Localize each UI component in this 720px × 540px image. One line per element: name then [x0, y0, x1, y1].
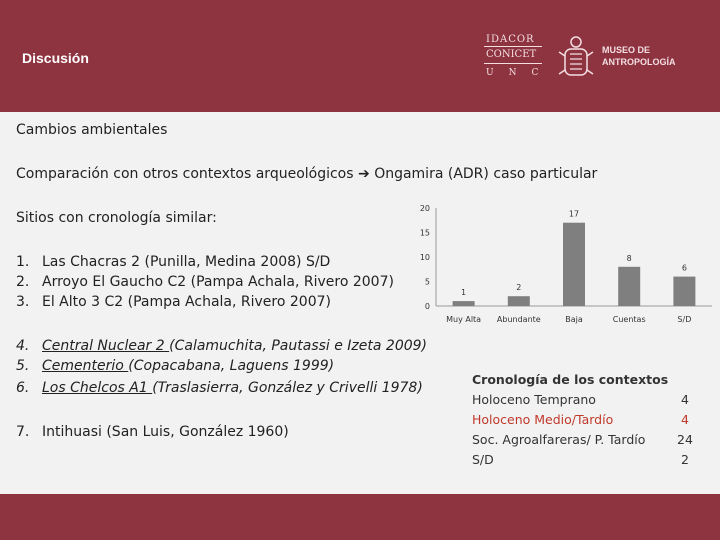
period-count: 4: [681, 412, 689, 427]
list-item-text: (Traslasierra, González y Crivelli 1978): [152, 380, 423, 396]
period-count: 4: [681, 392, 689, 407]
list-item: 2. Arroyo El Gaucho C2 (Pampa Achala, Riv…: [16, 274, 394, 290]
list-item: 7. Intihuasi (San Luis, González 1960): [16, 424, 289, 440]
table-row: Soc. Agroalfareras/ P. Tardío 24: [472, 432, 712, 452]
list-item: 3. El Alto 3 C2 (Pampa Achala, Rivero 200…: [16, 294, 331, 310]
list-item-number: 3.: [16, 294, 30, 310]
slide-content: [0, 112, 720, 494]
period-label: Holoceno Medio/Tardío: [472, 412, 614, 427]
x-tick-label: Baja: [565, 315, 583, 324]
data-label: 6: [682, 264, 687, 273]
bar-chart: 0 5 10 15 20 1 Muy Alta 2 Abundante 17 Baja 8 Cuenta…: [420, 204, 712, 324]
y-tick-label: 15: [420, 229, 430, 238]
idacor-logo-line3: UNC: [486, 68, 554, 78]
period-count: 24: [677, 432, 693, 447]
y-tick-label: 5: [425, 278, 430, 287]
cronologia-title: Cronología de los contextos: [472, 372, 712, 392]
bar: [452, 301, 475, 306]
museum-emblem-icon: [558, 36, 594, 76]
bar: [673, 276, 696, 306]
data-label: 2: [516, 283, 521, 292]
header-bar: Discusión IDACOR CONICET UNC MUSEO DE AN…: [0, 0, 720, 112]
y-tick-label: 0: [425, 302, 430, 311]
list-item-text: Arroyo El Gaucho C2 (Pampa Achala, River…: [42, 274, 394, 290]
list-item: 4. Central Nuclear 2 (Calamuchita, Pautas…: [16, 338, 427, 354]
list-item-text: Las Chacras 2 (Punilla, Medina 2008) S/D: [42, 254, 331, 270]
arrow-right-icon: ➔: [358, 166, 370, 182]
period-label: Soc. Agroalfareras/ P. Tardío: [472, 432, 646, 447]
museo-logo-line1: MUSEO DE: [602, 45, 651, 55]
site-name: Cementerio: [42, 358, 129, 374]
period-count: 2: [681, 452, 689, 467]
list-item-number: 1.: [16, 254, 30, 270]
sitios-label: Sitios con cronología similar:: [16, 210, 217, 226]
idacor-logo-line2: CONICET: [486, 49, 537, 60]
museo-logo-text: MUSEO DE ANTROPOLOGÍA: [602, 44, 676, 68]
data-label: 17: [569, 210, 579, 219]
list-item-text: Intihuasi (San Luis, González 1960): [42, 424, 289, 440]
heading-cambios: Cambios ambientales: [16, 122, 168, 138]
table-row: Holoceno Temprano 4: [472, 392, 712, 412]
list-item-text: (Copacabana, Laguens 1999): [128, 358, 335, 374]
list-item-number: 7.: [16, 424, 30, 440]
list-item-number: 4.: [16, 338, 30, 354]
cronologia-title-text: Cronología de los contextos: [472, 372, 669, 387]
x-tick-label: Muy Alta: [446, 315, 481, 324]
heading-comparacion-b: Ongamira (ADR) caso particular: [374, 166, 598, 182]
bar: [618, 266, 641, 306]
list-item: 5. Cementerio (Copacabana, Laguens 1999): [16, 358, 334, 374]
bar: [563, 222, 585, 306]
museo-logo-line2: ANTROPOLOGÍA: [602, 57, 676, 67]
y-tick-label: 10: [420, 253, 430, 262]
x-tick-label: Abundante: [497, 315, 541, 324]
idacor-logo-line1: IDACOR: [486, 34, 535, 45]
slide-title: Discusión: [22, 50, 89, 66]
list-item: 6. Los Chelcos A1 (Traslasierra, González…: [16, 380, 423, 396]
logo-divider: [484, 63, 542, 64]
list-item-number: 6.: [16, 380, 30, 396]
bar: [507, 296, 530, 306]
period-label: Holoceno Temprano: [472, 392, 596, 407]
logo-divider: [484, 46, 542, 47]
table-row: S/D 2: [472, 452, 712, 472]
x-tick-label: S/D: [677, 315, 691, 324]
table-row: Holoceno Medio/Tardío 4: [472, 412, 712, 432]
data-label: 1: [461, 288, 466, 297]
list-item-text: El Alto 3 C2 (Pampa Achala, Rivero 2007): [42, 294, 331, 310]
list-item-number: 5.: [16, 358, 30, 374]
heading-comparacion: Comparación con otros contextos arqueoló…: [16, 166, 597, 182]
heading-comparacion-a: Comparación con otros contextos arqueoló…: [16, 166, 354, 182]
y-tick-label: 20: [420, 204, 430, 213]
data-label: 8: [627, 254, 632, 263]
idacor-logo: IDACOR CONICET UNC: [484, 32, 546, 84]
list-item-number: 2.: [16, 274, 30, 290]
list-item-text: (Calamuchita, Pautassi e Izeta 2009): [169, 338, 428, 354]
site-name: Central Nuclear 2: [42, 338, 170, 354]
list-item: 1. Las Chacras 2 (Punilla, Medina 2008) S…: [16, 254, 330, 270]
site-name: Los Chelcos A1: [42, 380, 153, 396]
period-label: S/D: [472, 452, 494, 467]
x-tick-label: Cuentas: [613, 315, 646, 324]
